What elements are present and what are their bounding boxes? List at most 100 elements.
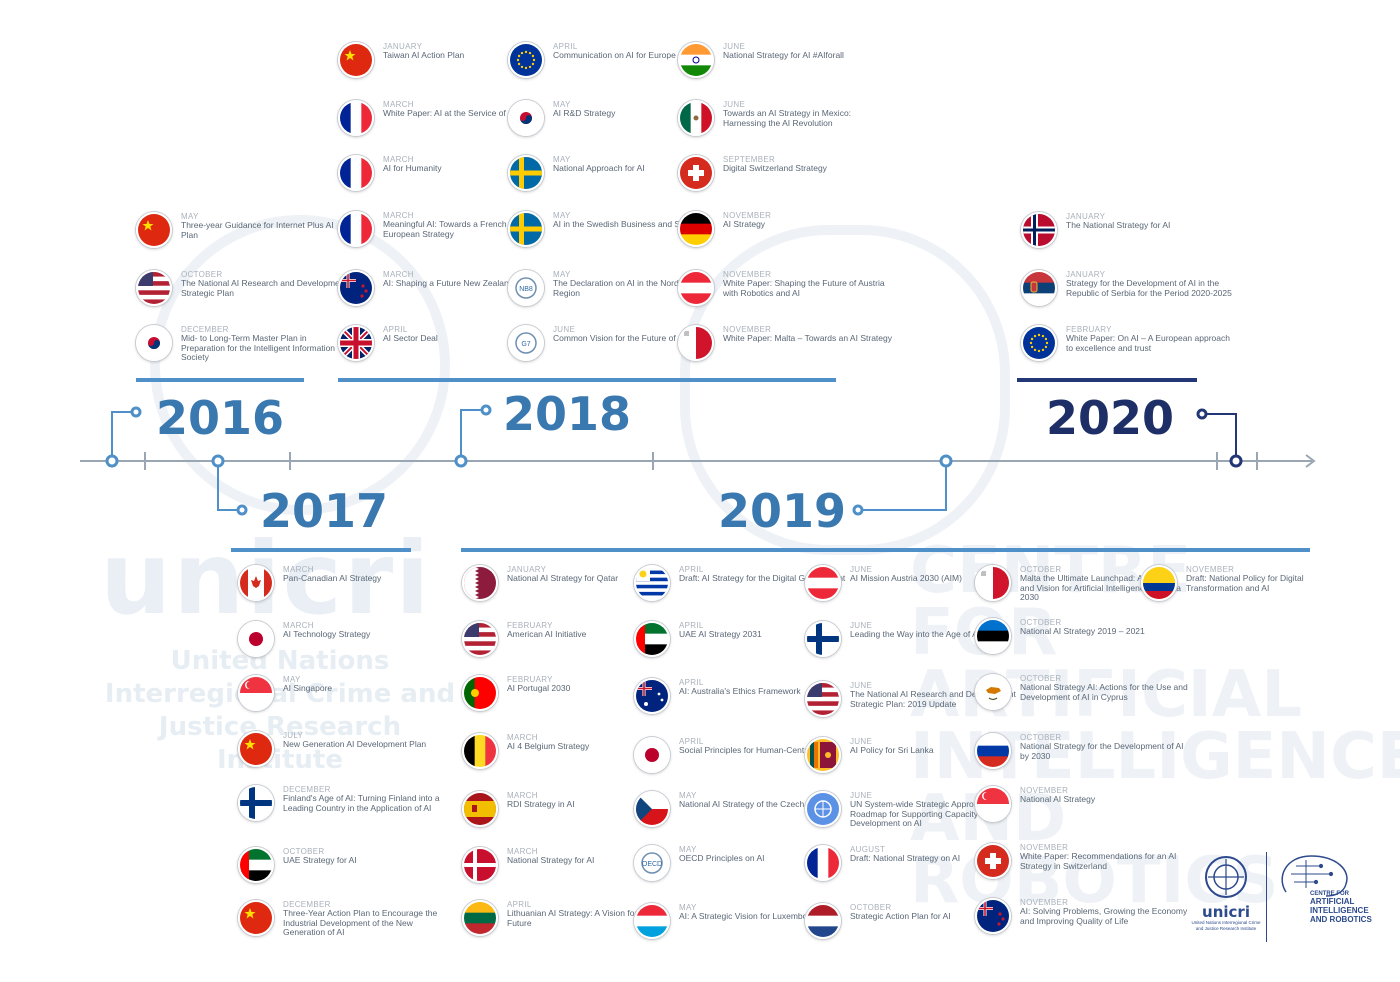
entry-title: Meaningful AI: Towards a French and Euro… [383,219,524,239]
entry-month: MAY [679,903,697,912]
timeline-entry: OECD MAY OECD Principles on AI [634,845,854,895]
entry-title: Pan-Canadian AI Strategy [283,573,382,583]
entry-text: MAY National AI Strategy of the Czech Rep… [679,791,849,810]
entry-month: OCTOBER [1020,618,1062,627]
timeline-entry: APRIL Social Principles for Human-Centric… [634,737,854,787]
entry-title: Draft: AI Strategy for the Digital Gover… [679,573,846,583]
finland-flag-icon [238,785,274,821]
entry-text: MAY The Declaration on AI in the Nordic-B… [553,270,723,298]
year-2017: 2017 [260,484,389,538]
uk-flag-icon [338,325,374,361]
entry-title: Finland's Age of AI: Turning Finland int… [283,793,440,813]
entry-text: OCTOBER National Strategy AI: Actions for… [1020,674,1190,702]
czech-flag-icon [634,791,670,827]
usa-flag-icon [462,621,498,657]
entry-text: MARCH AI: Shaping a Future New Zealand [383,270,553,289]
entry-text: OCTOBER National Strategy for the Develop… [1020,733,1190,761]
entry-month: FEBRUARY [507,675,553,684]
entry-month: MAY [553,100,571,109]
year-2018: 2018 [503,387,632,441]
timeline-entry: JANUARY Taiwan AI Action Plan [338,42,558,92]
entry-month: AUGUST [850,845,886,854]
entry-text: JANUARY Strategy for the Development of A… [1066,270,1236,298]
timeline-entry: NOVEMBER Draft: National Policy for Digit… [1141,565,1361,615]
china-flag-icon [238,731,274,767]
austria-flag-icon [678,270,714,306]
entry-text: JUNE Common Vision for the Future of AI [553,325,723,344]
entry-month: DECEMBER [181,325,229,334]
timeline-entry: NOVEMBER White Paper: Malta – Towards an … [678,325,898,375]
entry-month: OCTOBER [850,903,892,912]
entry-month: JUNE [850,621,873,630]
logo-divider [1266,852,1267,942]
entry-month: JUNE [850,565,873,574]
entry-title: Digital Switzerland Strategy [723,163,827,173]
timeline-entry: MAY AI Singapore [238,675,458,725]
timeline-entry: MAY AI R&D Strategy [508,100,728,150]
entry-text: JANUARY Taiwan AI Action Plan [383,42,553,61]
entry-text: JANUARY National AI Strategy for Qatar [507,565,677,584]
year-2019: 2019 [718,484,847,538]
serbia-flag-icon [1021,270,1057,306]
malta-flag-icon [678,325,714,361]
australia-flag-icon [634,678,670,714]
entry-title: Three-Year Action Plan to Encourage the … [283,908,438,937]
entry-text: APRIL Lithuanian AI Strategy: A Vision fo… [507,900,677,928]
entry-text: FEBRUARY AI Portugal 2030 [507,675,677,694]
entry-title: Strategic Action Plan for AI [850,911,951,921]
germany-flag-icon [678,211,714,247]
entry-title: The National AI Research and Development… [181,278,347,298]
entry-month: MARCH [383,100,414,109]
china-flag-icon [338,42,374,78]
timeline-entry: DECEMBER Mid- to Long-Term Master Plan in… [136,325,356,375]
entry-text: JUNE UN System-wide Strategic Approach an… [850,791,1020,829]
entry-title: AI Sector Deal [383,333,438,343]
timeline-entry: APRIL Lithuanian AI Strategy: A Vision fo… [462,900,682,950]
austria-flag-icon [805,565,841,601]
entry-month: MARCH [507,733,538,742]
timeline-entry: NOVEMBER AI: Solving Problems, Growing th… [975,898,1195,948]
entry-title: Communication on AI for Europe [553,50,676,60]
entry-text: MAY OECD Principles on AI [679,845,849,864]
entry-month: APRIL [383,325,408,334]
timeline-entry: JUNE Leading the Way into the Age of AI [805,621,1025,671]
entry-month: MAY [553,211,571,220]
entry-title: AI for Humanity [383,163,442,173]
entry-text: APRIL Draft: AI Strategy for the Digital … [679,565,849,584]
entry-month: JANUARY [383,42,423,51]
spain-flag-icon [462,791,498,827]
entry-title: White Paper: Recommendations for an AI S… [1020,851,1177,871]
entry-text: MAY AI Singapore [283,675,453,694]
luxembourg-flag-icon [634,903,670,939]
entry-title: AI in the Swedish Business and Society [553,219,703,229]
entry-title: American AI Initiative [507,629,587,639]
svg-text:NB8: NB8 [519,286,533,293]
timeline-entry: JANUARY National AI Strategy for Qatar [462,565,682,615]
timeline-entry: JUNE National Strategy for AI #AIforall [678,42,898,92]
bar-2017 [231,548,411,552]
entry-title: Malta the Ultimate Launchpad: A Strategy… [1020,573,1181,602]
entry-title: White Paper: Malta – Towards an AI Strat… [723,333,892,343]
entry-text: MARCH White Paper: AI at the Service of C… [383,100,553,119]
entry-month: JUNE [850,681,873,690]
entry-month: NOVEMBER [723,270,772,279]
timeline-entry: OCTOBER Strategic Action Plan for AI [805,903,1025,953]
entry-title: White Paper: On AI – A European approach… [1066,333,1230,353]
entry-title: Mid- to Long-Term Master Plan in Prepara… [181,333,336,362]
entry-text: NOVEMBER National AI Strategy [1020,786,1190,805]
entry-text: MARCH AI for Humanity [383,155,553,174]
entry-month: NOVEMBER [723,325,772,334]
entry-text: AUGUST Draft: National Strategy on AI [850,845,1020,864]
timeline-entry: NOVEMBER AI Strategy [678,211,898,261]
centre-logo-top: CENTRE FOR [1310,891,1349,897]
entry-text: NOVEMBER White Paper: Shaping the Future … [723,270,893,298]
entry-title: AI: Australia's Ethics Framework [679,686,801,696]
entry-title: Lithuanian AI Strategy: A Vision for the… [507,908,652,928]
entry-title: Social Principles for Human-Centric AI [679,745,824,755]
entry-month: MAY [553,270,571,279]
uae-flag-icon [238,847,274,883]
entry-title: National Strategy for AI [507,855,595,865]
eu-flag-icon [508,42,544,78]
entry-month: MAY [679,791,697,800]
